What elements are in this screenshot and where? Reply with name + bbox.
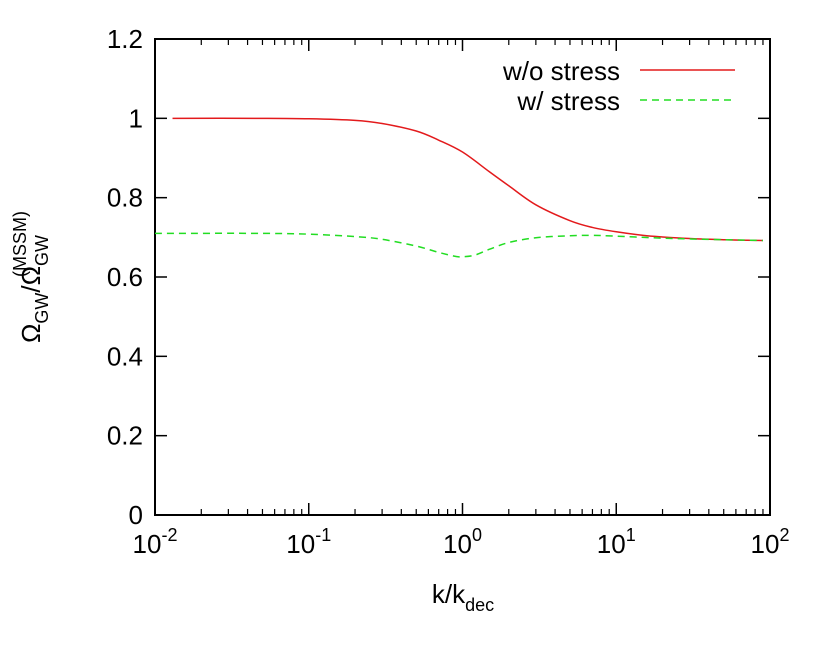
y-tick-label: 1: [129, 103, 143, 133]
series-line-wo-stress: [172, 117, 763, 242]
series-line-w-stress: [154, 232, 763, 258]
y-tick-label: 0: [129, 500, 143, 530]
x-axis-label: k/kdec: [432, 579, 494, 615]
x-tick-label: 101: [597, 525, 636, 559]
y-tick-label: 0.4: [107, 341, 143, 371]
x-tick-label: 100: [443, 525, 482, 559]
major-ticks: [154, 38, 771, 516]
x-tick-labels: 10-2 10-1 100 101 102: [133, 525, 790, 559]
x-tick-label: 102: [751, 525, 790, 559]
legend-label-w-stress: w/ stress: [516, 86, 620, 116]
y-tick-label: 0.8: [107, 183, 143, 213]
y-axis-label: ΩGW/ΩGW(MSSM): [10, 211, 52, 343]
legend: w/o stress w/ stress: [502, 56, 735, 116]
x-tick-label: 10-2: [133, 525, 178, 559]
y-tick-labels: 0 0.2 0.4 0.6 0.8 1 1.2: [107, 24, 143, 530]
minor-ticks: [200, 39, 764, 515]
x-tick-label: 10-1: [286, 525, 331, 559]
y-tick-label: 0.2: [107, 421, 143, 451]
legend-label-wo-stress: w/o stress: [502, 56, 620, 86]
y-tick-label: 0.6: [107, 262, 143, 292]
y-tick-label: 1.2: [107, 24, 143, 54]
series-lines: [154, 117, 763, 258]
plot-frame: [154, 38, 771, 516]
